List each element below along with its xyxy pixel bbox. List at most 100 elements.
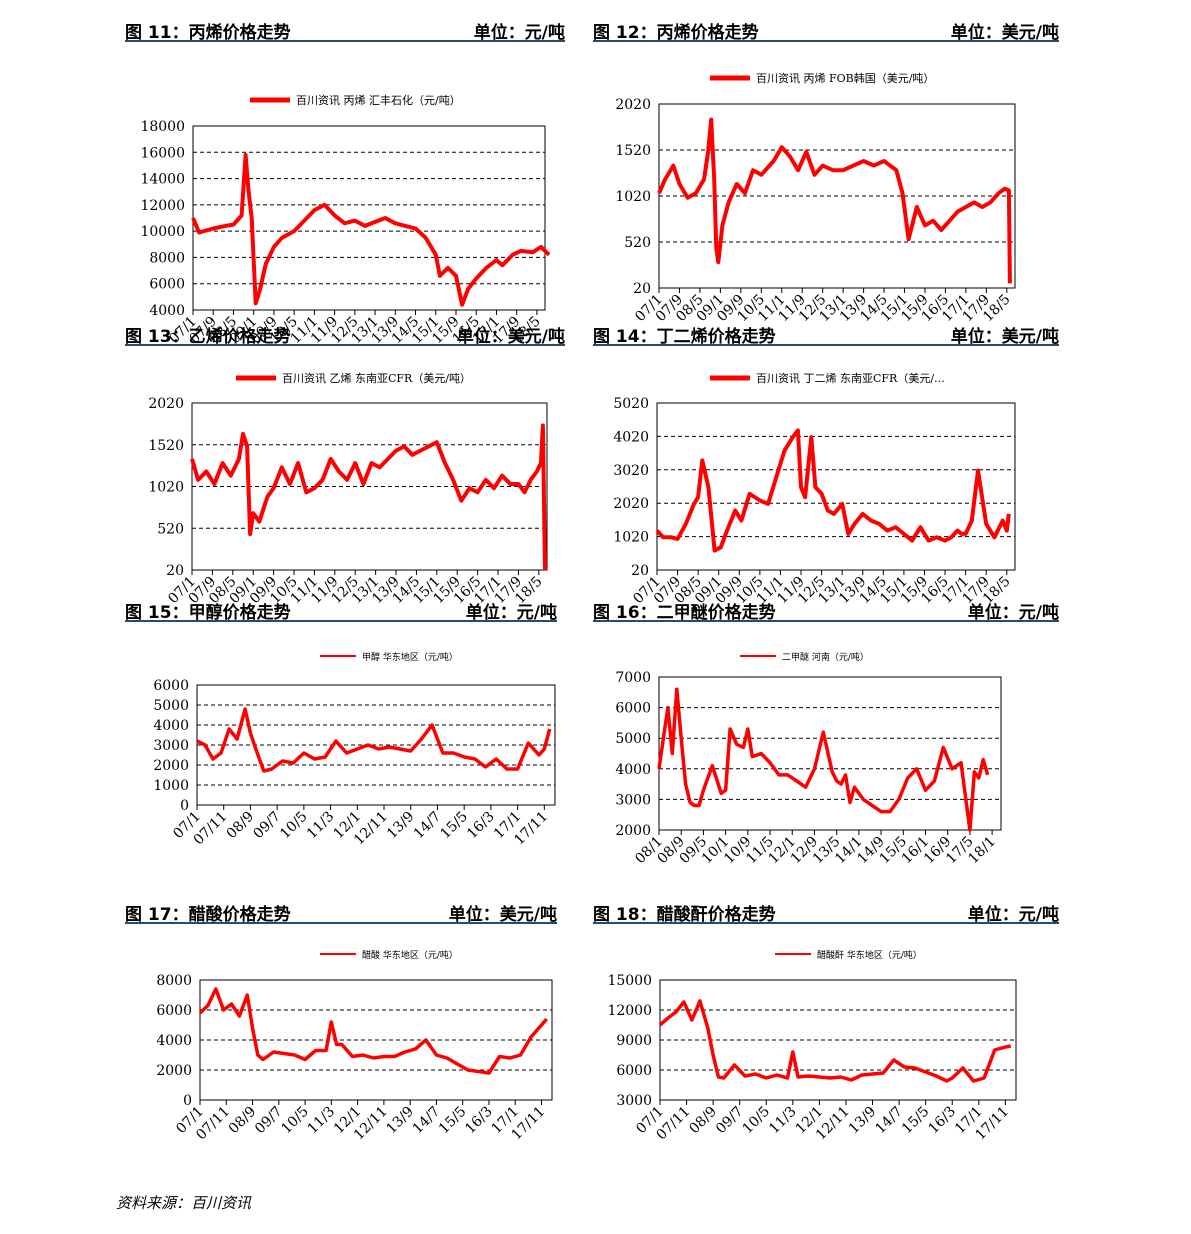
panel-header: 图 18：醋酸酐价格走势 单位：元/吨 xyxy=(593,898,1059,925)
y-tick-label: 5000 xyxy=(153,698,189,714)
plot-area xyxy=(191,402,548,571)
y-tick-label: 6000 xyxy=(149,277,185,293)
series-line xyxy=(198,987,549,1075)
legend-label: 百川资讯 丁二烯 东南亚CFR（美元/… xyxy=(756,372,945,385)
y-tick-label: 10000 xyxy=(140,224,185,240)
y-tick-label: 2020 xyxy=(148,396,184,412)
x-tick-label: 08/9 xyxy=(686,1104,720,1138)
y-tick-label: 0 xyxy=(183,1093,192,1109)
y-tick-label: 7000 xyxy=(615,670,651,686)
chart-panel-fig17: 图 17：醋酸价格走势 单位：美元/吨 醋酸 华东地区（元/吨） 0 2000 4000 6… xyxy=(125,898,557,1198)
y-tick-label: 4000 xyxy=(615,762,651,778)
legend-label: 百川资讯 丙烯 汇丰石化（元/吨） xyxy=(296,93,461,107)
x-tick-label: 15/5 xyxy=(899,1104,933,1138)
legend: 百川资讯 丙烯 FOB韩国（美元/吨） xyxy=(710,71,934,85)
x-tick-label: 09/7 xyxy=(713,1104,747,1138)
chart-title: 图 18：醋酸酐价格走势 xyxy=(593,905,776,925)
series-line xyxy=(657,117,1012,284)
legend-label: 醋酸 华东地区（元/吨） xyxy=(362,949,458,961)
y-tick-label: 1020 xyxy=(148,480,184,496)
x-tick-label: 10/5 xyxy=(740,1104,774,1138)
y-tick-label: 3000 xyxy=(153,738,189,754)
x-tick-label: 16/3 xyxy=(464,809,498,843)
panel-header: 图 11：丙烯价格走势 单位：元/吨 xyxy=(125,16,565,43)
x-tick-label: 11/3 xyxy=(766,1104,800,1138)
source-footer: 资料来源：百川资讯 xyxy=(116,1194,252,1212)
y-tick-label: 4000 xyxy=(149,303,185,319)
y-tick-label: 2020 xyxy=(613,496,649,512)
line-chart-fig11: 百川资讯 丙烯 汇丰石化（元/吨） 4000 6000 8000 10000 12000 1… xyxy=(140,93,551,347)
y-tick-label: 1000 xyxy=(153,778,189,794)
x-tick-label: 08/9 xyxy=(226,1104,260,1138)
panel-header: 图 17：醋酸价格走势 单位：美元/吨 xyxy=(125,898,557,925)
y-tick-label: 14000 xyxy=(140,172,185,188)
chart-title: 图 12：丙烯价格走势 xyxy=(593,23,759,43)
series-line xyxy=(191,152,551,307)
chart-title: 图 17：醋酸价格走势 xyxy=(125,905,291,925)
series-line xyxy=(658,999,1012,1083)
panel-header: 图 12：丙烯价格走势 单位：美元/吨 xyxy=(593,16,1059,43)
chart-unit: 单位：美元/吨 xyxy=(448,905,557,925)
legend-label: 二甲醚 河南（元/吨） xyxy=(782,651,869,663)
y-tick-label: 20 xyxy=(631,563,649,579)
x-tick-label: 14/7 xyxy=(411,809,445,843)
panel-header: 图 13：乙烯价格走势 单位：美元/吨 xyxy=(125,320,565,347)
legend: 二甲醚 河南（元/吨） xyxy=(740,651,869,663)
y-tick-label: 16000 xyxy=(140,145,185,161)
x-tick-label: 11/3 xyxy=(305,1104,339,1138)
x-tick-label: 13/9 xyxy=(846,1104,880,1138)
x-tick-label: 14/7 xyxy=(410,1104,444,1138)
chart-unit: 单位：元/吨 xyxy=(967,905,1059,925)
legend-label: 甲醇 华东地区（元/吨） xyxy=(362,651,458,663)
legend: 百川资讯 丁二烯 东南亚CFR（美元/… xyxy=(710,372,945,385)
plot-area xyxy=(658,676,1002,831)
y-tick-label: 2000 xyxy=(615,823,651,839)
y-tick-label: 6000 xyxy=(616,1063,652,1079)
y-tick-label: 520 xyxy=(624,235,651,251)
chart-panel-fig18: 图 18：醋酸酐价格走势 单位：元/吨 醋酸酐 华东地区（元/吨） 3000 6000 9… xyxy=(593,898,1059,1198)
y-tick-label: 1520 xyxy=(615,143,651,159)
panel-header: 图 14：丁二烯价格走势 单位：美元/吨 xyxy=(593,320,1059,347)
chart-unit: 单位：美元/吨 xyxy=(456,327,565,347)
y-tick-label: 3020 xyxy=(613,463,649,479)
x-tick-label: 09/7 xyxy=(250,809,284,843)
y-tick-label: 5020 xyxy=(613,396,649,412)
chart-unit: 单位：元/吨 xyxy=(473,23,565,43)
y-tick-label: 20 xyxy=(166,563,184,579)
panel-header: 图 16：二甲醚价格走势 单位：元/吨 xyxy=(593,596,1059,623)
chart-title: 图 11：丙烯价格走势 xyxy=(125,23,291,43)
plot-area xyxy=(656,402,1016,571)
y-tick-label: 3000 xyxy=(615,792,651,808)
y-tick-label: 6000 xyxy=(156,1003,192,1019)
legend: 醋酸 华东地区（元/吨） xyxy=(320,949,458,961)
plot-area xyxy=(659,979,1017,1101)
y-tick-label: 9000 xyxy=(616,1033,652,1049)
series-line xyxy=(196,707,552,773)
y-tick-label: 15000 xyxy=(607,973,652,989)
plot-area xyxy=(658,103,1016,289)
chart-panel-fig16: 图 16：二甲醚价格走势 单位：元/吨二甲醚 河南（元/吨） 2000 3000 400… xyxy=(593,596,1059,896)
line-chart-fig13: 百川资讯 乙烯 东南亚CFR（美元/吨）2052010201520202007/… xyxy=(148,372,548,607)
y-tick-label: 4000 xyxy=(156,1033,192,1049)
chart-panel-fig14: 图 14：丁二烯价格走势 单位：美元/吨百川资讯 丁二烯 东南亚CFR（美元/… 2… xyxy=(593,320,1059,607)
x-tick-label: 08/9 xyxy=(224,809,258,843)
series-line xyxy=(655,428,1011,553)
x-tick-label: 13/9 xyxy=(384,809,418,843)
chart-title: 图 13：乙烯价格走势 xyxy=(125,327,291,347)
legend: 甲醇 华东地区（元/吨） xyxy=(320,651,458,663)
legend-label: 醋酸酐 华东地区（元/吨） xyxy=(817,949,922,961)
x-tick-label: 15/5 xyxy=(437,809,471,843)
chart-panel-fig11: 图 11：丙烯价格走势 单位：元/吨百川资讯 丙烯 汇丰石化（元/吨） 4000 60… xyxy=(125,16,565,347)
chart-unit: 单位：元/吨 xyxy=(465,603,557,623)
line-chart-fig15: 甲醇 华东地区（元/吨）010002000300040005000600007/… xyxy=(153,651,556,848)
x-tick-label: 16/3 xyxy=(462,1104,496,1138)
series-line xyxy=(657,687,990,832)
legend-label: 百川资讯 丙烯 FOB韩国（美元/吨） xyxy=(756,71,934,85)
legend-label: 百川资讯 乙烯 东南亚CFR（美元/吨） xyxy=(282,372,471,385)
x-tick-label: 09/7 xyxy=(252,1104,286,1138)
line-chart-fig16: 二甲醚 河南（元/吨）20003000400050006000700008/10… xyxy=(615,651,1002,867)
y-tick-label: 0 xyxy=(180,798,189,814)
line-chart-fig18: 醋酸酐 华东地区（元/吨）300060009000120001500007/10… xyxy=(607,949,1017,1143)
y-tick-label: 1020 xyxy=(615,189,651,205)
chart-unit: 单位：元/吨 xyxy=(967,603,1059,623)
